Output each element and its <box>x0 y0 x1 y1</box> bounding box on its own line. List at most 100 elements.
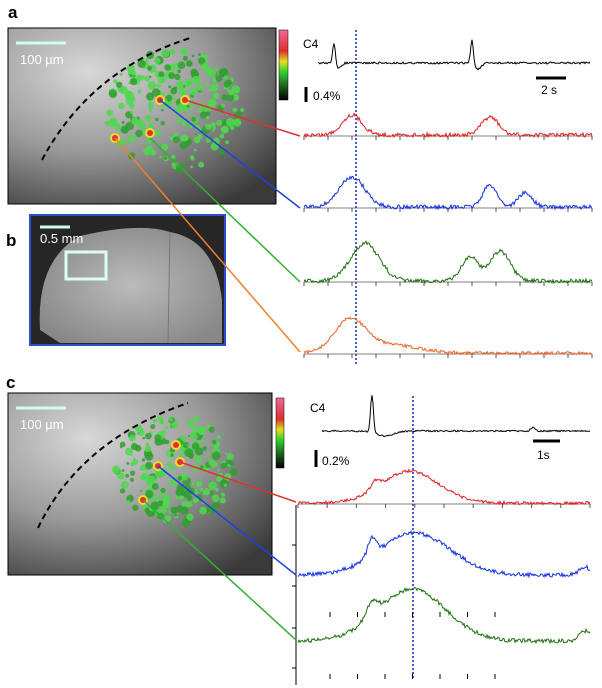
blob <box>202 438 207 442</box>
blob <box>108 118 118 128</box>
blob <box>177 61 186 70</box>
blob <box>120 125 129 134</box>
blob <box>202 446 207 451</box>
blob <box>217 468 220 472</box>
panel-label: a <box>8 3 18 22</box>
blob <box>155 57 160 62</box>
blob <box>186 513 194 521</box>
blob <box>127 134 136 143</box>
blob <box>147 65 152 71</box>
blob <box>181 518 190 528</box>
blob <box>151 483 159 491</box>
blob <box>132 457 136 461</box>
blob <box>176 80 184 89</box>
blob <box>133 75 136 78</box>
link <box>179 461 297 503</box>
blob <box>189 87 198 96</box>
blob <box>150 125 153 128</box>
blob <box>135 129 143 138</box>
blob <box>211 451 221 461</box>
blob <box>160 143 169 151</box>
blob <box>114 123 122 131</box>
blob <box>175 418 179 422</box>
blob <box>207 68 217 78</box>
amp-label: 0.4% <box>313 89 341 103</box>
blob <box>141 458 145 462</box>
blob <box>211 502 220 510</box>
blob <box>193 136 201 144</box>
blob <box>104 120 110 126</box>
blob <box>223 81 231 88</box>
blob <box>119 441 126 448</box>
blob <box>108 89 118 98</box>
blob <box>146 138 152 145</box>
blob <box>180 48 188 56</box>
blob <box>198 469 201 473</box>
blob <box>205 425 209 429</box>
images <box>7 27 277 576</box>
blob <box>168 417 173 422</box>
blob <box>191 103 195 107</box>
blob <box>150 424 156 430</box>
blob <box>146 476 154 484</box>
blob <box>212 92 220 100</box>
blob <box>208 426 215 433</box>
blob <box>152 418 158 424</box>
blob <box>147 101 154 108</box>
blob <box>175 487 185 497</box>
blob <box>205 115 210 120</box>
blob <box>162 500 171 509</box>
panel-label: b <box>6 231 16 250</box>
blob <box>170 506 178 514</box>
blob <box>162 494 171 503</box>
blob <box>170 87 178 95</box>
blob <box>214 487 219 492</box>
blob <box>163 156 168 160</box>
blob <box>158 71 165 78</box>
blob <box>227 461 232 465</box>
blob <box>174 513 178 517</box>
blob <box>129 434 136 442</box>
blob <box>224 452 228 455</box>
blob <box>164 425 169 430</box>
blob <box>193 497 200 503</box>
amp-label: 0.2% <box>322 454 350 468</box>
blob <box>131 117 139 125</box>
blob <box>208 87 213 92</box>
blob <box>202 492 206 496</box>
blob <box>151 88 161 97</box>
blob <box>128 81 131 85</box>
trace <box>297 468 591 506</box>
scale-label: 100 µm <box>20 417 64 432</box>
blob <box>174 73 181 81</box>
dashed-border <box>41 37 191 161</box>
blob <box>199 465 204 470</box>
blob <box>147 80 157 90</box>
blob <box>191 75 201 85</box>
blob <box>232 93 240 101</box>
blob <box>230 468 238 476</box>
blob <box>121 481 129 489</box>
blob <box>155 117 159 122</box>
blob <box>208 481 217 491</box>
time-label: 2 s <box>541 83 557 97</box>
blob <box>177 118 181 122</box>
trace <box>303 112 593 139</box>
colorbar <box>278 29 289 101</box>
blob <box>206 452 211 456</box>
blob <box>137 59 146 68</box>
blob <box>145 432 152 440</box>
blob <box>211 129 215 132</box>
blob <box>141 125 147 131</box>
blob <box>218 68 228 78</box>
scale-label: 100 µm <box>20 52 64 67</box>
blob <box>226 453 234 461</box>
blob <box>195 480 203 488</box>
blob <box>223 483 228 488</box>
blob <box>211 439 217 445</box>
blob <box>143 147 152 156</box>
blob <box>119 85 128 95</box>
blob <box>184 448 194 458</box>
blob <box>136 74 142 80</box>
blob <box>183 78 193 88</box>
